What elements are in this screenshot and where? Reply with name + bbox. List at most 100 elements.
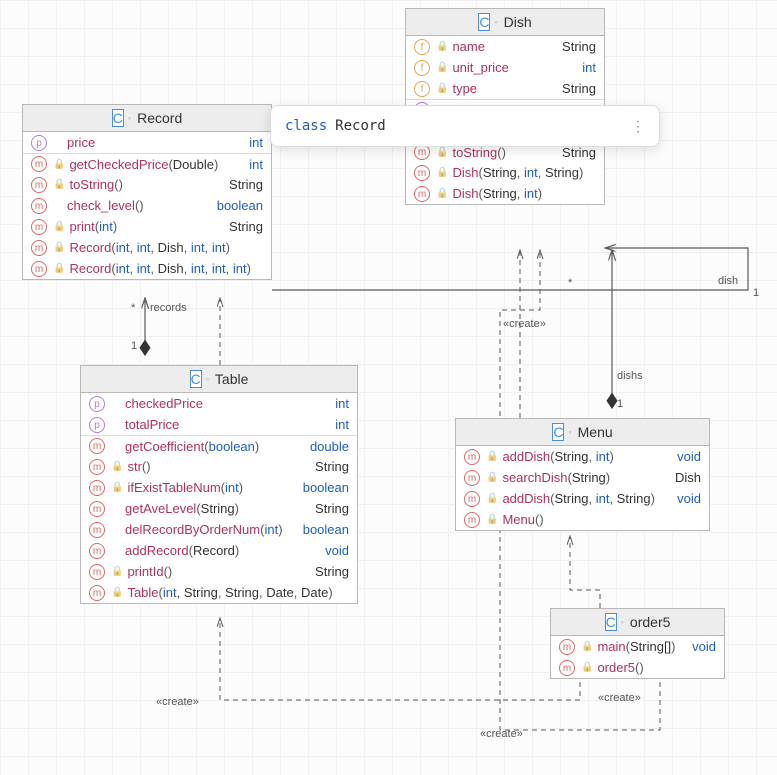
class-header[interactable]: C◦Menu [456, 419, 709, 446]
member-params: (int) [95, 219, 117, 234]
member-name: main [597, 639, 625, 654]
member-row[interactable]: m🔒toString()String [23, 174, 271, 195]
class-record[interactable]: C◦Recordppriceintm🔒getCheckedPrice(Doubl… [22, 104, 272, 280]
label-records-one: 1 [131, 340, 137, 352]
member-name: Dish [452, 165, 478, 180]
member-params: (int, int, Dish, int, int, int) [111, 261, 251, 276]
member-name: getAveLevel [125, 501, 196, 516]
class-title: Record [137, 110, 182, 126]
member-name: searchDish [502, 470, 567, 485]
member-row[interactable]: mcheck_level()boolean [23, 195, 271, 216]
class-icon: C [605, 613, 617, 631]
member-row[interactable]: m🔒addDish(String, int)void [456, 446, 709, 467]
member-params: (int, int, Dish, int, int) [111, 240, 230, 255]
member-return-type: int [582, 60, 596, 75]
lock-icon: 🔒 [436, 83, 448, 94]
member-params: (Record) [189, 543, 240, 558]
member-row[interactable]: m🔒Table(int, String, String, Date, Date) [81, 582, 357, 603]
method-icon: m [464, 491, 480, 507]
member-params: (String) [196, 501, 239, 516]
lock-icon: 🔒 [436, 167, 448, 178]
member-return-type: String [315, 501, 349, 516]
member-row[interactable]: m 🔒 Dish(String, int, String) [406, 162, 604, 183]
method-icon: m [31, 177, 47, 193]
member-row[interactable]: m🔒Dish(String, int) [406, 183, 604, 204]
lock-icon: 🔒 [436, 41, 448, 52]
lock-icon: 🔒 [486, 472, 498, 483]
member-row[interactable]: mgetCoefficient(boolean)double [81, 435, 357, 456]
member-row[interactable]: m🔒Record(int, int, Dish, int, int) [23, 237, 271, 258]
method-icon: m [414, 186, 430, 202]
member-row[interactable]: f🔒nameString [406, 36, 604, 57]
member-name: checkedPrice [125, 396, 203, 411]
member-params: () [635, 660, 644, 675]
member-return-type: int [249, 157, 263, 172]
tooltip-class-record[interactable]: class Record ⋮ [270, 105, 660, 147]
method-icon: m [464, 470, 480, 486]
member-row[interactable]: m🔒Menu() [456, 509, 709, 530]
member-return-type: String [315, 564, 349, 579]
label-dish-star: * [568, 277, 572, 289]
member-row[interactable]: f🔒unit_priceint [406, 57, 604, 78]
member-row[interactable]: m🔒addDish(String, int, String)void [456, 488, 709, 509]
member-row[interactable]: m🔒printId()String [81, 561, 357, 582]
member-row[interactable]: m🔒main(String[])void [551, 636, 724, 657]
member-row[interactable]: mdelRecordByOrderNum(int)boolean [81, 519, 357, 540]
class-header[interactable]: C◦Record [23, 105, 271, 132]
member-name: Table [127, 585, 158, 600]
member-row[interactable]: ptotalPriceint [81, 414, 357, 435]
member-return-type: int [335, 396, 349, 411]
member-name: printId [127, 564, 163, 579]
class-menu[interactable]: C◦Menum🔒addDish(String, int)void m 🔒 search… [455, 418, 710, 531]
class-header[interactable]: C◦Table [81, 366, 357, 393]
label-dishs: dishs [617, 370, 643, 382]
class-title: Menu [578, 424, 613, 440]
lock-icon: 🔒 [53, 159, 65, 170]
member-row[interactable]: ppriceint [23, 132, 271, 153]
member-return-type: String [229, 219, 263, 234]
member-row[interactable]: m🔒Record(int, int, Dish, int, int, int) [23, 258, 271, 279]
prop-icon: p [31, 135, 47, 151]
member-params: (String, int, String) [478, 165, 583, 180]
lock-icon: 🔒 [486, 451, 498, 462]
member-name: str [127, 459, 141, 474]
member-row[interactable]: maddRecord(Record)void [81, 540, 357, 561]
member-row[interactable]: m🔒ifExistTableNum(int)boolean [81, 477, 357, 498]
member-params: () [535, 512, 544, 527]
label-records-star: * [131, 302, 135, 314]
member-return-type: String [562, 39, 596, 54]
member-params: (String) [567, 470, 610, 485]
member-name: name [452, 39, 485, 54]
tooltip-name: Record [335, 118, 386, 134]
class-header[interactable]: C◦Dish [406, 9, 604, 36]
class-table[interactable]: C◦TablepcheckedPriceintptotalPriceintmge… [80, 365, 358, 604]
member-row[interactable]: m🔒order5() [551, 657, 724, 678]
member-return-type: double [310, 439, 349, 454]
class-order5[interactable]: C◦order5m🔒main(String[])voidm🔒order5() [550, 608, 725, 679]
label-create-order-dish: «create» [480, 728, 523, 740]
label-dish-one: 1 [753, 287, 759, 299]
member-return-type: Dish [675, 470, 701, 485]
class-title: order5 [630, 614, 670, 630]
class-icon: C [478, 13, 490, 31]
member-row[interactable]: m🔒getCheckedPrice(Double)int [23, 153, 271, 174]
member-params: (String, int) [478, 186, 542, 201]
member-name: addDish [502, 491, 550, 506]
kebab-icon[interactable]: ⋮ [631, 118, 645, 135]
class-header[interactable]: C◦order5 [551, 609, 724, 636]
member-params: (String, int, String) [550, 491, 655, 506]
member-row[interactable]: pcheckedPriceint [81, 393, 357, 414]
label-create-order-menu: «create» [598, 692, 641, 704]
lock-icon: 🔒 [486, 493, 498, 504]
member-name: print [69, 219, 94, 234]
member-row[interactable]: m 🔒 searchDish(String) Dish [456, 467, 709, 488]
member-row[interactable]: m🔒print(int)String [23, 216, 271, 237]
member-row[interactable]: f🔒typeString [406, 78, 604, 99]
prop-icon: p [89, 417, 105, 433]
method-icon: m [89, 438, 105, 454]
member-return-type: boolean [303, 480, 349, 495]
method-icon: m [414, 165, 430, 181]
member-return-type: void [325, 543, 349, 558]
member-row[interactable]: m🔒str()String [81, 456, 357, 477]
member-row[interactable]: mgetAveLevel(String)String [81, 498, 357, 519]
